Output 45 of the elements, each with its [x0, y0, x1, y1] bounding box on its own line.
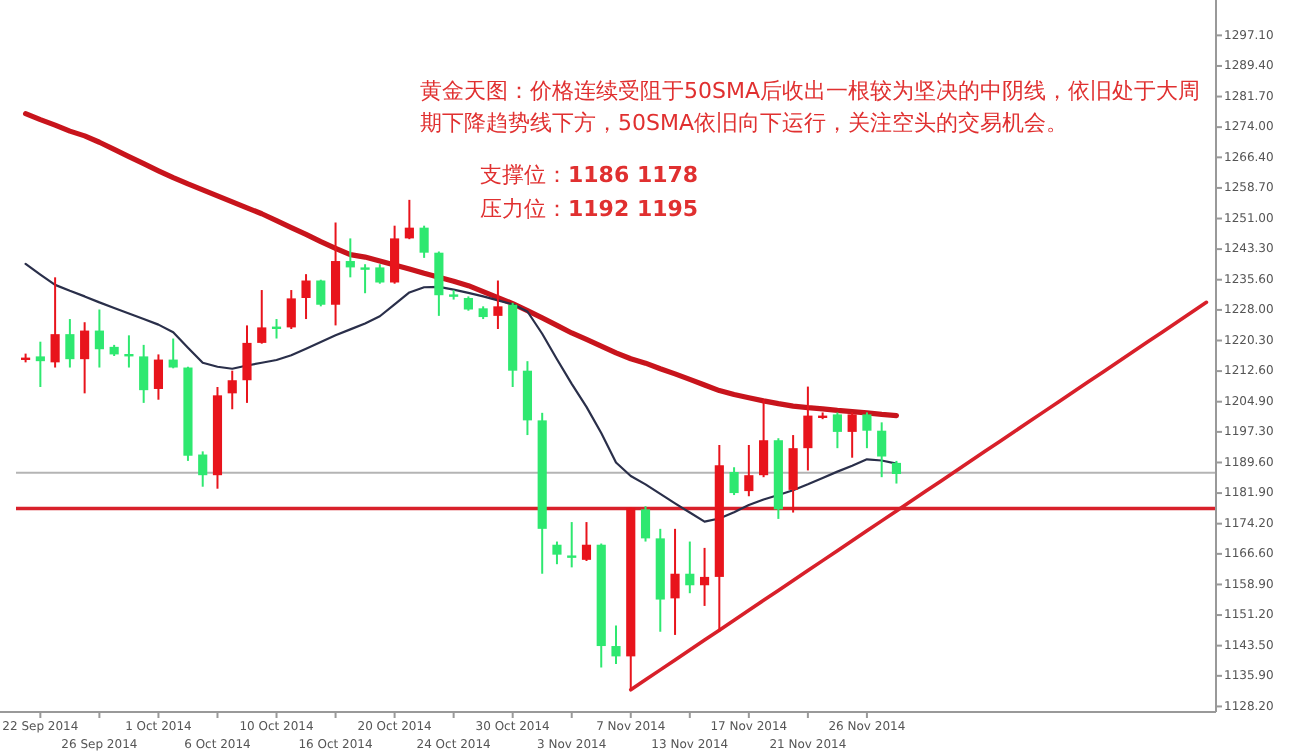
- candlestick: [862, 411, 872, 450]
- candlestick: [80, 321, 90, 395]
- candlestick: [699, 546, 710, 607]
- candlestick: [360, 263, 370, 295]
- annotation: 压力位：1192 1195: [480, 196, 699, 222]
- candlestick: [877, 421, 887, 479]
- candlestick: [139, 343, 149, 404]
- candlestick: [493, 279, 503, 330]
- candlestick: [390, 224, 400, 285]
- candlestick: [316, 278, 326, 308]
- candlestick: [94, 308, 104, 369]
- candlestick: [729, 466, 739, 497]
- annotation: 黄金天图：价格连续受阻于50SMA后收出一根较为坚决的中阴线，依旧处于大周期下降趋势线下方，50SMA依旧向下运行，关注空头的交易机会。: [420, 78, 1200, 136]
- candlestick: [611, 624, 621, 665]
- candlestick: [891, 459, 902, 485]
- candlestick: [257, 289, 267, 345]
- candlestick: [168, 337, 178, 370]
- candlestick: [286, 289, 296, 330]
- annotation: 支撑位：1186 1178: [480, 162, 699, 188]
- candlestick: [345, 237, 355, 279]
- candlestick: [227, 369, 237, 411]
- candlestick: [404, 198, 414, 241]
- candlestick: [242, 324, 252, 404]
- candlestick: [35, 340, 45, 388]
- candlestick: [759, 398, 769, 479]
- candlestick: [434, 250, 444, 317]
- candlestick: [832, 411, 842, 450]
- candlestick: [153, 353, 164, 401]
- candlestick: [640, 505, 651, 543]
- candlestick: [670, 527, 680, 636]
- candlestick: [567, 521, 577, 569]
- candlestick: [198, 450, 208, 488]
- candlestick: [375, 263, 385, 285]
- candlestick: [50, 276, 60, 369]
- candlestick: [301, 273, 311, 321]
- candlestick: [65, 318, 75, 369]
- candlestick: [847, 411, 857, 459]
- candlestick: [685, 540, 695, 595]
- candlestick: [552, 540, 562, 566]
- candlestick: [581, 521, 592, 563]
- candlestick: [803, 385, 813, 472]
- candlestick: [744, 444, 754, 498]
- candlestick: [419, 224, 429, 259]
- candlestick: [330, 221, 341, 327]
- candlestick: [788, 434, 798, 514]
